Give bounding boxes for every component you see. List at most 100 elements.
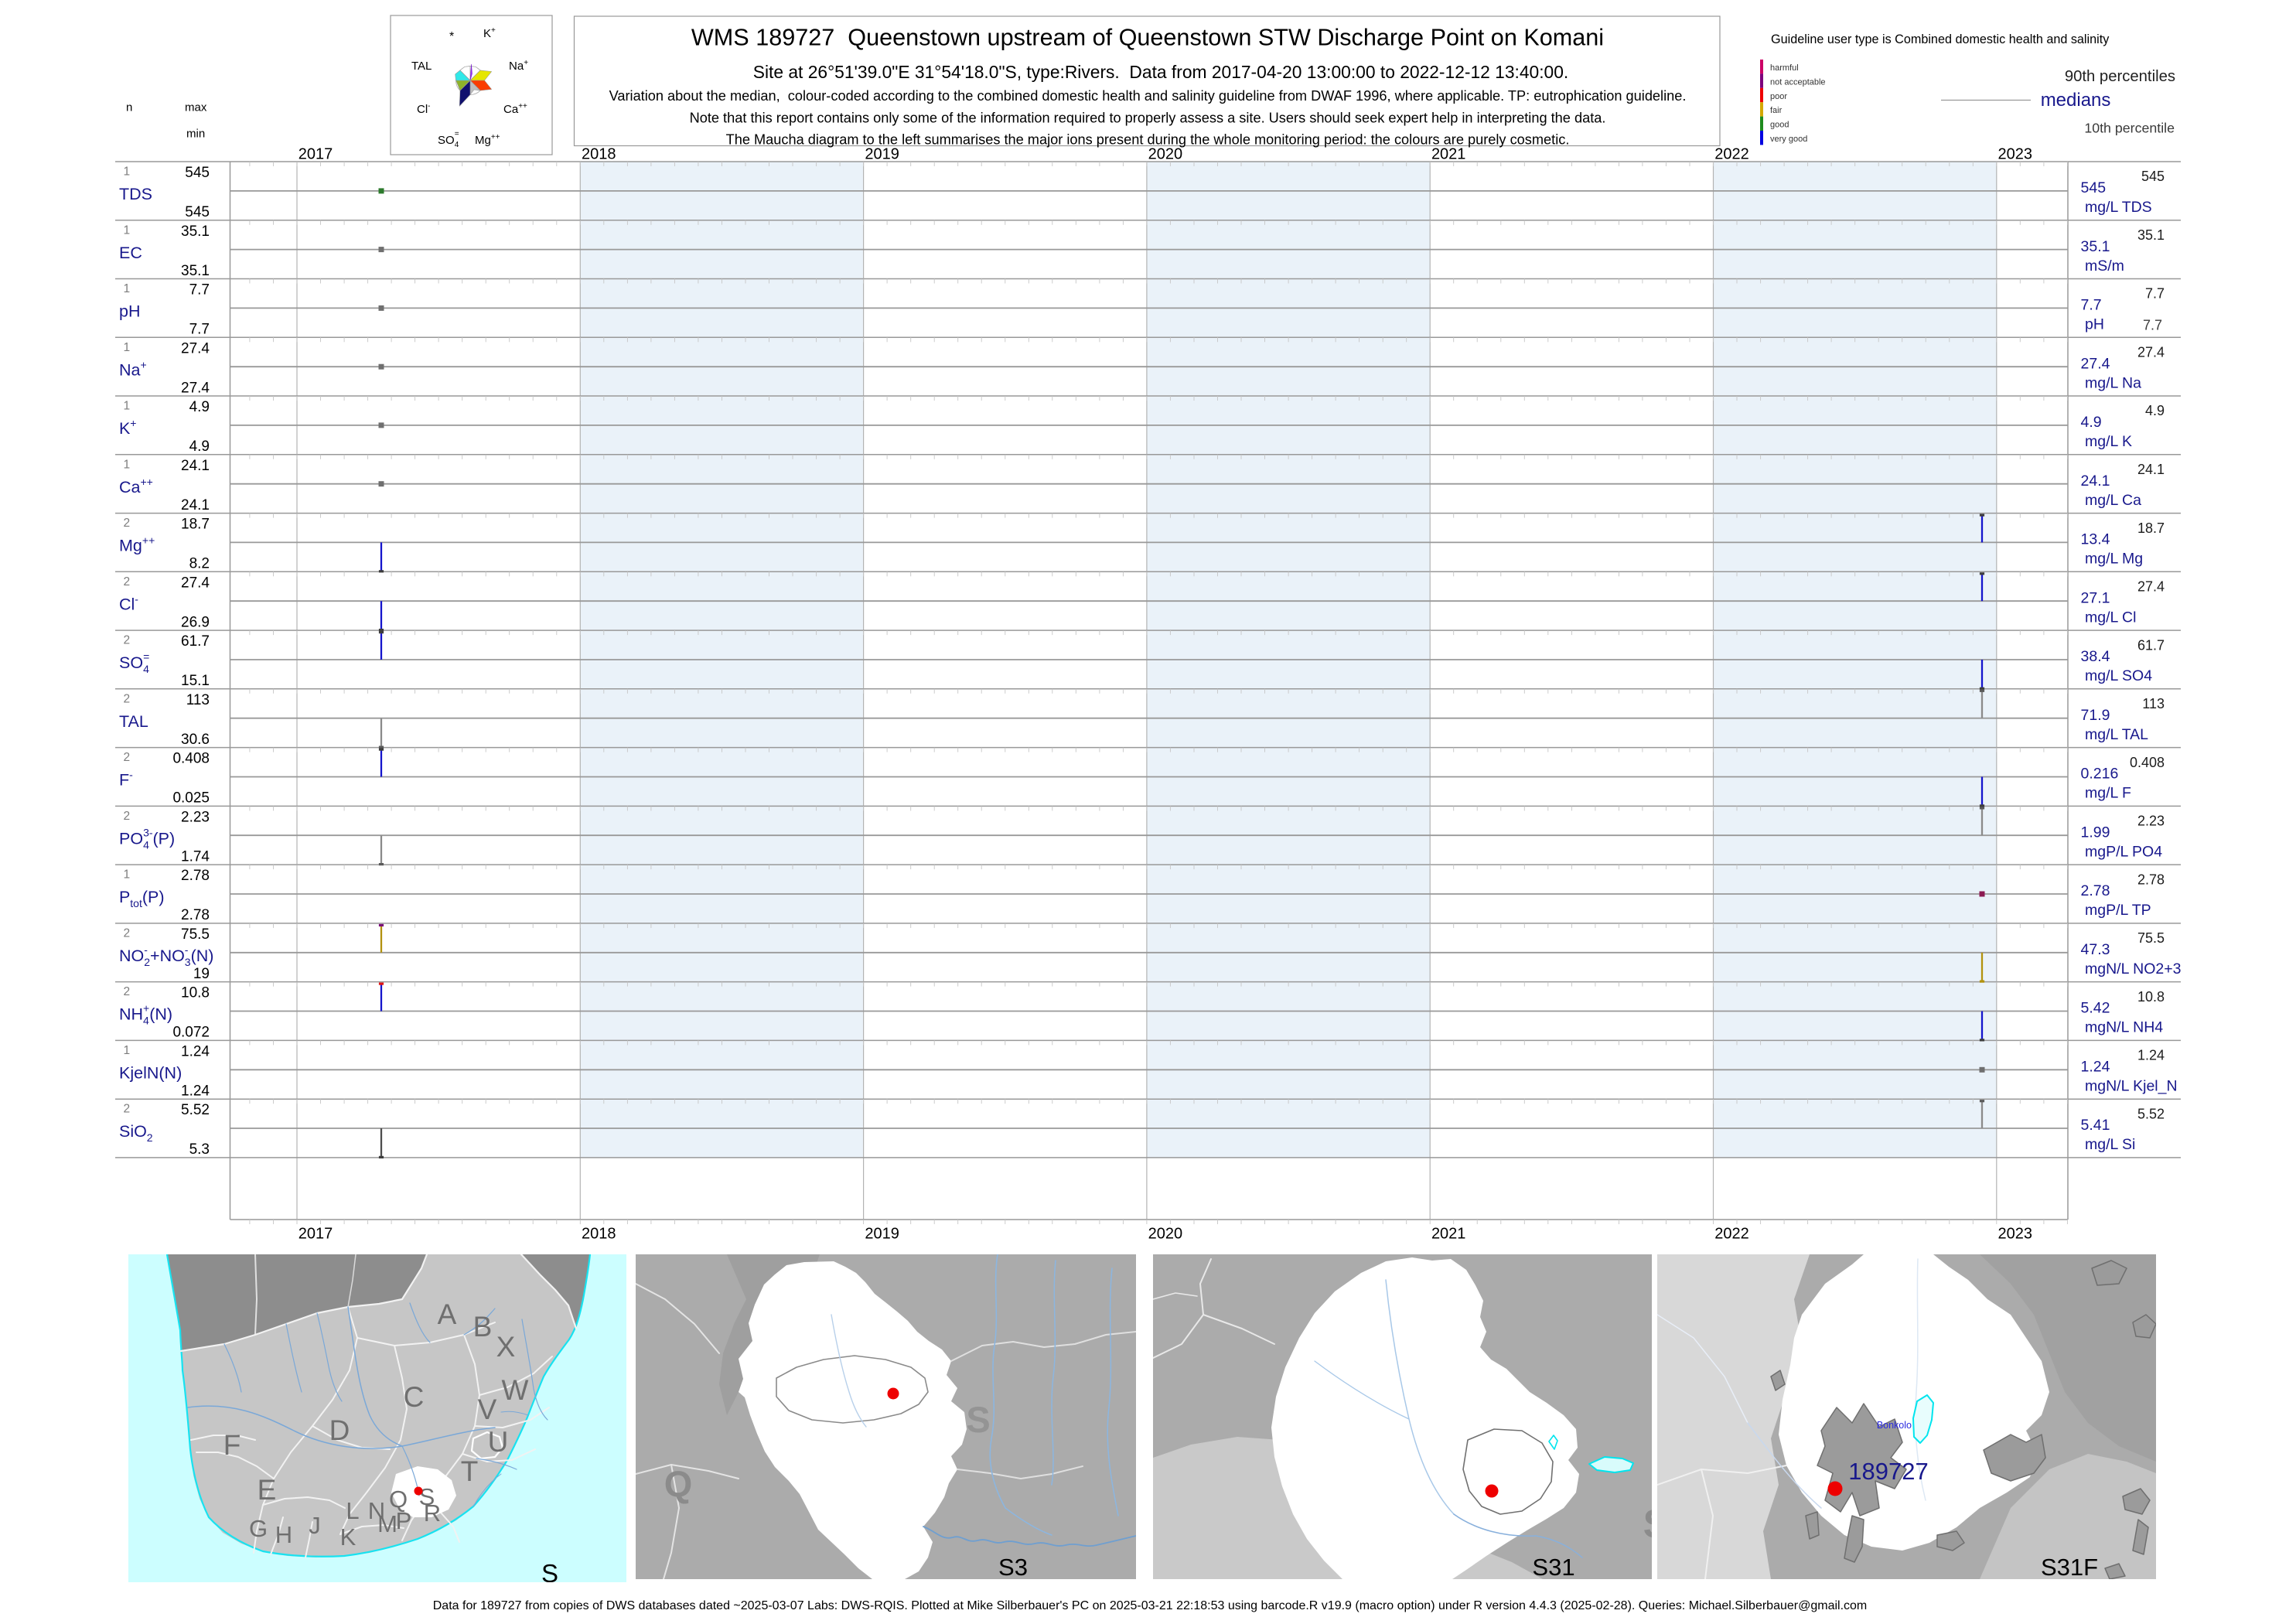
svg-text:189727: 189727 bbox=[1848, 1458, 1928, 1485]
svg-text:-: - bbox=[144, 943, 148, 956]
svg-text:very good: very good bbox=[1770, 135, 1807, 144]
svg-text:mg/L Ca: mg/L Ca bbox=[2085, 492, 2141, 509]
svg-text:1: 1 bbox=[124, 458, 131, 471]
svg-text:7.7: 7.7 bbox=[189, 282, 210, 299]
svg-text:-: - bbox=[185, 943, 189, 956]
svg-text:(N): (N) bbox=[149, 1005, 172, 1024]
svg-text:P: P bbox=[119, 888, 130, 906]
svg-text:min: min bbox=[186, 128, 205, 141]
svg-text:S: S bbox=[1643, 1502, 1670, 1547]
svg-text:mg/L TDS: mg/L TDS bbox=[2085, 199, 2152, 216]
svg-text:mg/L Na: mg/L Na bbox=[2085, 374, 2141, 391]
svg-text:(P): (P) bbox=[142, 888, 165, 906]
svg-text:mgP/L PO4: mgP/L PO4 bbox=[2085, 843, 2162, 860]
svg-text:SiO: SiO bbox=[119, 1122, 147, 1141]
svg-text:TDS: TDS bbox=[119, 185, 152, 203]
svg-text:Q: Q bbox=[389, 1486, 408, 1513]
svg-text:2: 2 bbox=[124, 985, 131, 998]
svg-text:2023: 2023 bbox=[1998, 1226, 2033, 1243]
svg-text:113: 113 bbox=[186, 692, 210, 708]
svg-text:*: * bbox=[449, 30, 454, 43]
svg-text:The Maucha diagram to the left: The Maucha diagram to the left summarise… bbox=[726, 132, 1570, 148]
svg-text:C: C bbox=[404, 1381, 425, 1413]
svg-text:2022: 2022 bbox=[1714, 146, 1749, 163]
svg-text:S: S bbox=[419, 1483, 435, 1510]
svg-text:1: 1 bbox=[124, 868, 131, 882]
svg-text:24.1: 24.1 bbox=[181, 458, 210, 474]
svg-text:0.408: 0.408 bbox=[172, 751, 210, 767]
svg-text:NH: NH bbox=[119, 1005, 143, 1024]
svg-text:2023: 2023 bbox=[1998, 146, 2033, 163]
svg-text:NO: NO bbox=[119, 947, 144, 965]
svg-text:2018: 2018 bbox=[582, 146, 616, 163]
svg-text:3-: 3- bbox=[143, 826, 153, 838]
svg-text:KjelN(N): KjelN(N) bbox=[119, 1063, 182, 1082]
svg-text:27.4: 27.4 bbox=[2137, 345, 2165, 360]
svg-text:F: F bbox=[119, 771, 129, 790]
svg-text:mgN/L NO2+3: mgN/L NO2+3 bbox=[2085, 960, 2181, 977]
svg-text:7.7: 7.7 bbox=[2081, 297, 2102, 314]
svg-text:5.42: 5.42 bbox=[2081, 1000, 2110, 1017]
svg-text:545: 545 bbox=[185, 165, 210, 181]
svg-text:2021: 2021 bbox=[1431, 146, 1466, 163]
svg-text:4: 4 bbox=[143, 838, 149, 851]
svg-text:1.24: 1.24 bbox=[181, 1083, 210, 1099]
svg-text:10th percentile: 10th percentile bbox=[2084, 121, 2175, 136]
svg-text:4.9: 4.9 bbox=[189, 438, 210, 455]
svg-text:F: F bbox=[223, 1429, 241, 1461]
svg-text:mg/L Cl: mg/L Cl bbox=[2085, 609, 2136, 626]
svg-text:4: 4 bbox=[143, 663, 149, 675]
svg-text:2.23: 2.23 bbox=[181, 809, 210, 825]
svg-text:R: R bbox=[424, 1499, 441, 1527]
svg-text:4.9: 4.9 bbox=[2081, 414, 2102, 431]
svg-text:TAL: TAL bbox=[119, 712, 148, 731]
svg-text:B: B bbox=[473, 1311, 493, 1343]
svg-text:7.7: 7.7 bbox=[189, 322, 210, 338]
svg-text:61.7: 61.7 bbox=[181, 633, 210, 650]
svg-text:Mg: Mg bbox=[119, 537, 142, 555]
svg-text:W: W bbox=[502, 1374, 529, 1406]
svg-text:1: 1 bbox=[124, 223, 131, 237]
svg-text:(P): (P) bbox=[153, 829, 176, 848]
svg-text:5.3: 5.3 bbox=[189, 1141, 210, 1158]
svg-text:0.408: 0.408 bbox=[2130, 755, 2165, 770]
svg-text:mg/L Mg: mg/L Mg bbox=[2085, 551, 2143, 568]
svg-text:10.8: 10.8 bbox=[2137, 989, 2165, 1005]
svg-text:1.99: 1.99 bbox=[2081, 824, 2110, 841]
svg-text:35.1: 35.1 bbox=[181, 263, 210, 279]
svg-text:not acceptable: not acceptable bbox=[1770, 77, 1826, 87]
svg-text:27.4: 27.4 bbox=[2137, 579, 2165, 595]
svg-text:2: 2 bbox=[124, 926, 131, 940]
svg-text:TAL: TAL bbox=[411, 60, 432, 73]
svg-text:+: + bbox=[130, 417, 136, 429]
svg-text:1: 1 bbox=[124, 1044, 131, 1057]
svg-text:K: K bbox=[119, 419, 131, 438]
svg-text:Na+: Na+ bbox=[509, 59, 528, 73]
svg-text:2: 2 bbox=[124, 1103, 131, 1116]
svg-text:++: ++ bbox=[141, 476, 153, 488]
svg-text:-: - bbox=[129, 769, 133, 781]
svg-text:2019: 2019 bbox=[865, 1226, 899, 1243]
svg-text:pH: pH bbox=[2085, 316, 2104, 333]
svg-text:1.24: 1.24 bbox=[2081, 1058, 2110, 1075]
svg-text:1.74: 1.74 bbox=[181, 848, 210, 865]
svg-text:545: 545 bbox=[185, 204, 210, 220]
svg-text:U: U bbox=[488, 1426, 509, 1458]
svg-text:47.3: 47.3 bbox=[2081, 941, 2110, 958]
svg-text:75.5: 75.5 bbox=[2137, 930, 2165, 946]
svg-text:2019: 2019 bbox=[865, 146, 899, 163]
svg-text:24.1: 24.1 bbox=[181, 497, 210, 513]
svg-text:+: + bbox=[143, 1002, 149, 1015]
svg-text:2018: 2018 bbox=[582, 1226, 616, 1243]
svg-text:2: 2 bbox=[144, 956, 150, 968]
svg-text:61.7: 61.7 bbox=[2137, 637, 2165, 653]
svg-text:Guideline user type is Combine: Guideline user type is Combined domestic… bbox=[1771, 32, 2110, 46]
svg-text:5.52: 5.52 bbox=[2137, 1106, 2165, 1121]
svg-text:27.4: 27.4 bbox=[181, 575, 210, 591]
svg-text:2: 2 bbox=[124, 692, 131, 705]
svg-text:E: E bbox=[258, 1474, 277, 1506]
svg-text:S3: S3 bbox=[998, 1554, 1028, 1581]
svg-text:medians: medians bbox=[2041, 90, 2111, 111]
svg-text:8.2: 8.2 bbox=[189, 556, 210, 572]
svg-text:S31: S31 bbox=[1532, 1554, 1574, 1581]
